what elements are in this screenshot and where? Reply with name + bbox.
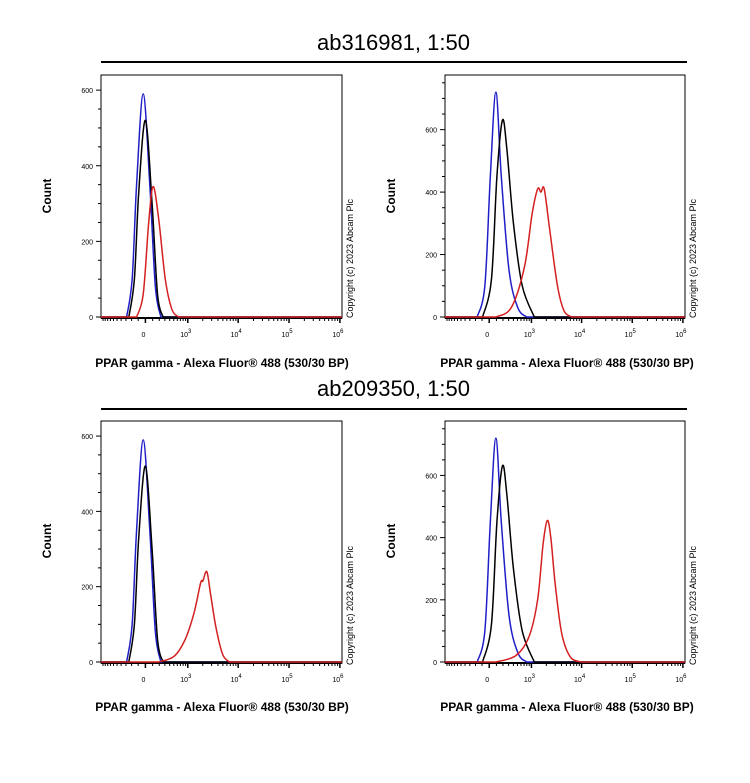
y-tick-label: 200 <box>425 598 437 605</box>
histogram-series-3 <box>101 185 342 318</box>
x-axis-label: PPAR gamma - Alexa Fluor® 488 (530/30 BP… <box>440 356 694 370</box>
y-tick-label: 600 <box>425 473 437 480</box>
x-tick-label: 106 <box>332 329 344 339</box>
x-tick-label: 106 <box>675 329 687 339</box>
histogram-panel-1: 0 200 400 600 0 103 104 105 106 <box>81 74 344 339</box>
section-title-2: ab209350, 1:50 <box>317 376 470 401</box>
histogram-series-1 <box>101 93 342 318</box>
x-tick-exponent: 5 <box>632 329 636 335</box>
histogram-series-1 <box>445 91 685 318</box>
histogram-series-2 <box>101 465 342 663</box>
y-tick-label: 0 <box>433 315 437 322</box>
histogram-series-1 <box>445 437 685 663</box>
x-axis-label: PPAR gamma - Alexa Fluor® 488 (530/30 BP… <box>440 700 694 714</box>
section-title-1: ab316981, 1:50 <box>317 30 470 55</box>
x-tick-label: 103 <box>180 329 192 339</box>
y-tick-label: 400 <box>425 190 437 197</box>
histogram-series-2 <box>445 464 685 663</box>
histogram-series-3 <box>445 186 685 318</box>
y-tick-label: 0 <box>433 660 437 667</box>
x-tick-label: 105 <box>281 674 293 684</box>
x-tick-label: 104 <box>231 674 243 684</box>
x-tick-exponent: 3 <box>188 329 192 335</box>
x-tick-label: 103 <box>524 674 536 684</box>
plot-frame <box>444 74 686 319</box>
section-divider-1 <box>101 61 687 63</box>
x-tick-exponent: 4 <box>238 329 242 335</box>
x-tick-label: 0 <box>485 332 489 339</box>
x-tick-label: 106 <box>675 674 687 684</box>
x-tick-label: 0 <box>141 677 145 684</box>
y-tick-label: 200 <box>81 585 93 592</box>
x-tick-exponent: 6 <box>340 674 344 680</box>
plot-frame <box>444 420 686 664</box>
histogram-series-1 <box>101 439 342 663</box>
y-tick-label: 600 <box>81 434 93 441</box>
x-tick-label: 105 <box>625 674 637 684</box>
x-tick-label: 106 <box>332 674 344 684</box>
x-tick-exponent: 4 <box>582 674 586 680</box>
plot-frame <box>100 74 343 319</box>
y-tick-label: 600 <box>425 128 437 135</box>
x-tick-exponent: 6 <box>683 329 687 335</box>
x-tick-label: 103 <box>180 674 192 684</box>
x-axis-label: PPAR gamma - Alexa Fluor® 488 (530/30 BP… <box>95 356 349 370</box>
x-tick-label: 0 <box>141 332 145 339</box>
y-tick-label: 0 <box>89 660 93 667</box>
x-tick-label: 104 <box>574 329 586 339</box>
y-tick-label: 400 <box>425 536 437 543</box>
x-tick-label: 103 <box>524 329 536 339</box>
x-tick-exponent: 3 <box>188 674 192 680</box>
y-tick-label: 200 <box>81 239 93 246</box>
x-tick-label: 104 <box>574 674 586 684</box>
histogram-panel-3: 0 200 400 600 0 103 104 105 106 <box>81 420 344 684</box>
x-tick-label: 105 <box>625 329 637 339</box>
x-tick-exponent: 3 <box>532 329 536 335</box>
x-tick-exponent: 5 <box>632 674 636 680</box>
x-tick-exponent: 6 <box>683 674 687 680</box>
x-axis-label: PPAR gamma - Alexa Fluor® 488 (530/30 BP… <box>95 700 349 714</box>
x-tick-exponent: 4 <box>238 674 242 680</box>
y-tick-label: 200 <box>425 253 437 260</box>
histogram-series-3 <box>101 570 342 663</box>
x-tick-exponent: 3 <box>532 674 536 680</box>
histogram-series-3 <box>445 519 685 663</box>
y-tick-label: 600 <box>81 88 93 95</box>
section-divider-2 <box>101 408 687 410</box>
y-tick-label: 400 <box>81 164 93 171</box>
histogram-panel-4: 0 200 400 600 0 103 104 105 106 <box>425 420 687 684</box>
x-tick-exponent: 5 <box>289 329 293 335</box>
plot-frame <box>100 420 343 664</box>
histogram-series-2 <box>445 118 685 318</box>
x-tick-label: 104 <box>231 329 243 339</box>
x-tick-exponent: 5 <box>289 674 293 680</box>
x-tick-label: 0 <box>485 677 489 684</box>
y-tick-label: 0 <box>89 315 93 322</box>
x-tick-exponent: 4 <box>582 329 586 335</box>
histogram-series-2 <box>101 119 342 318</box>
x-tick-exponent: 6 <box>340 329 344 335</box>
x-tick-label: 105 <box>281 329 293 339</box>
histogram-panel-2: 0 200 400 600 0 103 104 105 106 <box>425 74 687 339</box>
y-tick-label: 400 <box>81 509 93 516</box>
